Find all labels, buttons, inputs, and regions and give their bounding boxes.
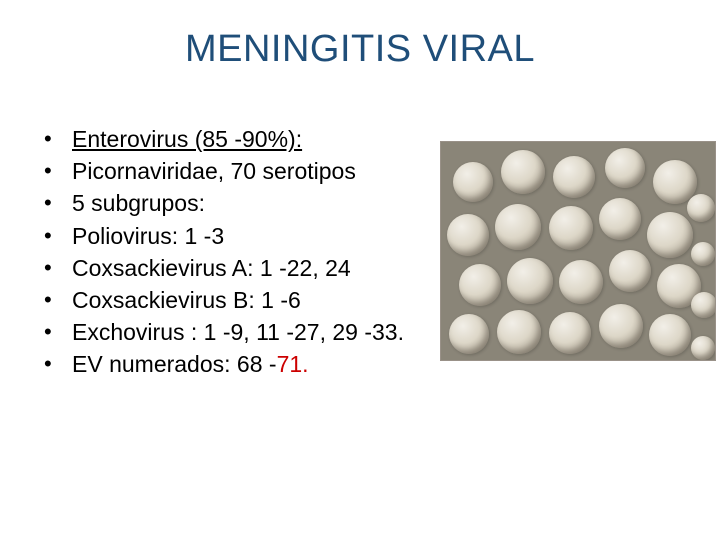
virus-particle [559, 260, 603, 304]
bullet-dot: • [44, 123, 72, 155]
virus-micrograph [440, 141, 716, 361]
virus-particle [649, 314, 691, 356]
list-item-text: Enterovirus (85 -90%): [72, 123, 434, 155]
virus-particle [549, 206, 593, 250]
bullet-dot: • [44, 155, 72, 187]
virus-particle [453, 162, 493, 202]
list-item-text: Coxsackievirus B: 1 -6 [72, 284, 434, 316]
virus-particle [605, 148, 645, 188]
virus-particle [459, 264, 501, 306]
virus-particle [691, 336, 715, 360]
list-item: •Coxsackievirus A: 1 -22, 24 [44, 252, 434, 284]
virus-particle [447, 214, 489, 256]
virus-particle [501, 150, 545, 194]
virus-particle [599, 198, 641, 240]
content-row: •Enterovirus (85 -90%):•Picornaviridae, … [0, 71, 720, 381]
list-item-text: Exchovirus : 1 -9, 11 -27, 29 -33. [72, 316, 434, 348]
virus-particle [553, 156, 595, 198]
list-item-text: EV numerados: 68 -71. [72, 348, 434, 380]
virus-particle [495, 204, 541, 250]
list-item: •5 subgrupos: [44, 187, 434, 219]
list-item: •Exchovirus : 1 -9, 11 -27, 29 -33. [44, 316, 434, 348]
bullet-dot: • [44, 187, 72, 219]
bullet-dot: • [44, 220, 72, 252]
list-item: •EV numerados: 68 -71. [44, 348, 434, 380]
list-item-text: Poliovirus: 1 -3 [72, 220, 434, 252]
virus-particle [507, 258, 553, 304]
virus-particle [549, 312, 591, 354]
virus-particle [609, 250, 651, 292]
list-item: •Enterovirus (85 -90%): [44, 123, 434, 155]
bullet-list: •Enterovirus (85 -90%):•Picornaviridae, … [44, 123, 434, 381]
bullet-dot: • [44, 348, 72, 380]
virus-particle [497, 310, 541, 354]
list-item-text: Coxsackievirus A: 1 -22, 24 [72, 252, 434, 284]
bullet-dot: • [44, 284, 72, 316]
virus-particle [687, 194, 715, 222]
list-item-text: Picornaviridae, 70 serotipos [72, 155, 434, 187]
virus-particle [691, 292, 716, 318]
list-item-text: 5 subgrupos: [72, 187, 434, 219]
bullet-dot: • [44, 252, 72, 284]
bullet-dot: • [44, 316, 72, 348]
virus-particle [449, 314, 489, 354]
virus-particle [691, 242, 715, 266]
virus-particle [599, 304, 643, 348]
virus-particle [647, 212, 693, 258]
list-item: •Poliovirus: 1 -3 [44, 220, 434, 252]
page-title: MENINGITIS VIRAL [0, 0, 720, 71]
list-item: •Picornaviridae, 70 serotipos [44, 155, 434, 187]
list-item: •Coxsackievirus B: 1 -6 [44, 284, 434, 316]
